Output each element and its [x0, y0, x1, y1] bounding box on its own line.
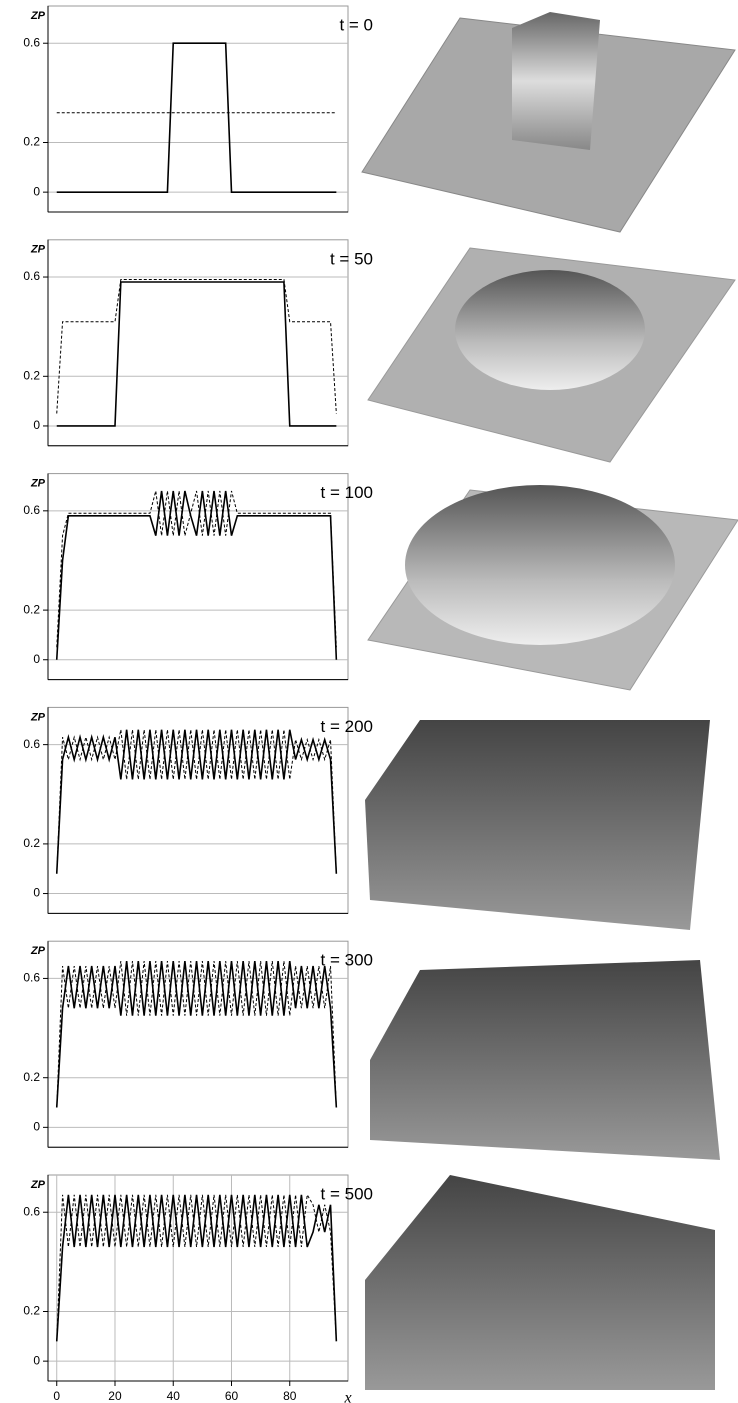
y-tick-label: 0.2 — [23, 836, 40, 850]
y-axis-label: ZP — [30, 10, 46, 22]
y-tick-label: 0.2 — [23, 368, 40, 382]
y-tick-label: 0 — [33, 1120, 40, 1134]
annotation: t = 50 — [330, 249, 373, 268]
block — [370, 960, 720, 1160]
y-tick-label: 0.2 — [23, 1304, 40, 1318]
y-tick-label: 0 — [33, 886, 40, 900]
y-axis-label: ZP — [30, 945, 46, 957]
block — [512, 12, 600, 150]
block — [365, 1175, 715, 1390]
annotation: t = 0 — [339, 15, 373, 34]
plot-frame — [48, 474, 348, 680]
y-tick-label: 0.6 — [23, 269, 40, 283]
annotation: t = 200 — [321, 717, 373, 736]
x-tick-label: 80 — [283, 1389, 297, 1403]
annotation: t = 500 — [321, 1184, 373, 1203]
y-tick-label: 0.2 — [23, 135, 40, 149]
y-tick-label: 0.6 — [23, 503, 40, 517]
figure: 00.20.6ZPt = 000.20.6ZPt = 5000.20.6ZPt … — [0, 0, 738, 1403]
x-axis-label: x — [343, 1390, 351, 1403]
annotation: t = 100 — [321, 483, 373, 502]
y-axis-label: ZP — [30, 244, 46, 256]
y-tick-label: 0.2 — [23, 1070, 40, 1084]
plot-frame — [48, 240, 348, 446]
annotation: t = 300 — [321, 951, 373, 970]
y-tick-label: 0.2 — [23, 602, 40, 616]
y-tick-label: 0.6 — [23, 971, 40, 985]
x-tick-label: 60 — [225, 1389, 239, 1403]
plot-frame — [48, 6, 348, 212]
surface-plots — [362, 12, 738, 1390]
y-tick-label: 0 — [33, 418, 40, 432]
y-tick-label: 0.6 — [23, 35, 40, 49]
mound — [405, 485, 675, 645]
y-tick-label: 0.6 — [23, 737, 40, 751]
y-tick-label: 0 — [33, 184, 40, 198]
mound — [455, 270, 645, 390]
y-axis-label: ZP — [30, 711, 46, 723]
x-tick-label: 20 — [108, 1389, 122, 1403]
block — [365, 720, 710, 930]
x-tick-label: 0 — [53, 1389, 60, 1403]
y-tick-label: 0.6 — [23, 1204, 40, 1218]
y-axis-label: ZP — [30, 1179, 46, 1191]
y-tick-label: 0 — [33, 1353, 40, 1367]
x-tick-label: 40 — [167, 1389, 181, 1403]
page: 00.20.6ZPt = 000.20.6ZPt = 5000.20.6ZPt … — [0, 0, 738, 1403]
y-axis-label: ZP — [30, 478, 46, 490]
y-tick-label: 0 — [33, 652, 40, 666]
